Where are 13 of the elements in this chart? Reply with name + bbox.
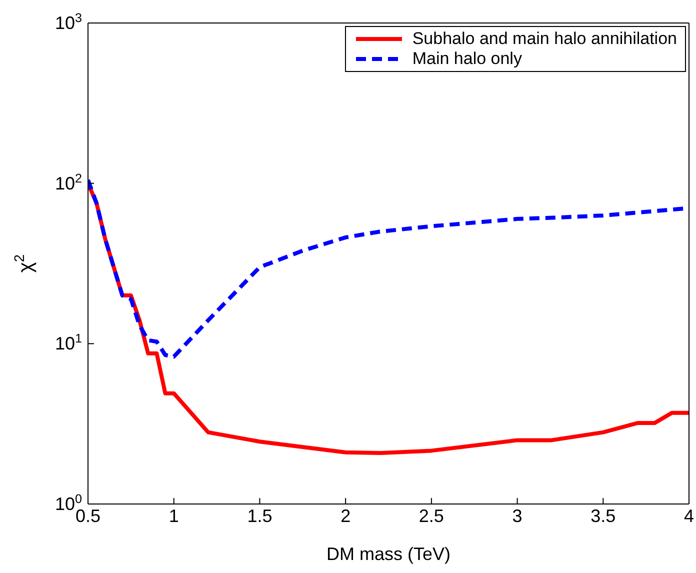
x-axis-title: DM mass (TeV) xyxy=(326,544,451,564)
x-tick-label: 2.5 xyxy=(418,506,444,526)
x-tick-label: 3.5 xyxy=(590,506,616,526)
x-tick-label: 1 xyxy=(168,506,179,526)
x-tick-label: 2 xyxy=(340,506,351,526)
legend-label: Subhalo and main halo annihilation xyxy=(412,29,677,49)
x-tick-label: 4 xyxy=(684,506,694,526)
y-tick-label: 10$^{1}$ xyxy=(54,332,82,354)
x-tick-label: 3 xyxy=(512,506,522,526)
legend-label: Main halo only xyxy=(412,49,522,69)
y-tick-label: 10$^{3}$ xyxy=(54,11,82,33)
y-tick-label: 10$^{2}$ xyxy=(54,171,82,194)
x-tick-label: 1.5 xyxy=(247,506,272,526)
